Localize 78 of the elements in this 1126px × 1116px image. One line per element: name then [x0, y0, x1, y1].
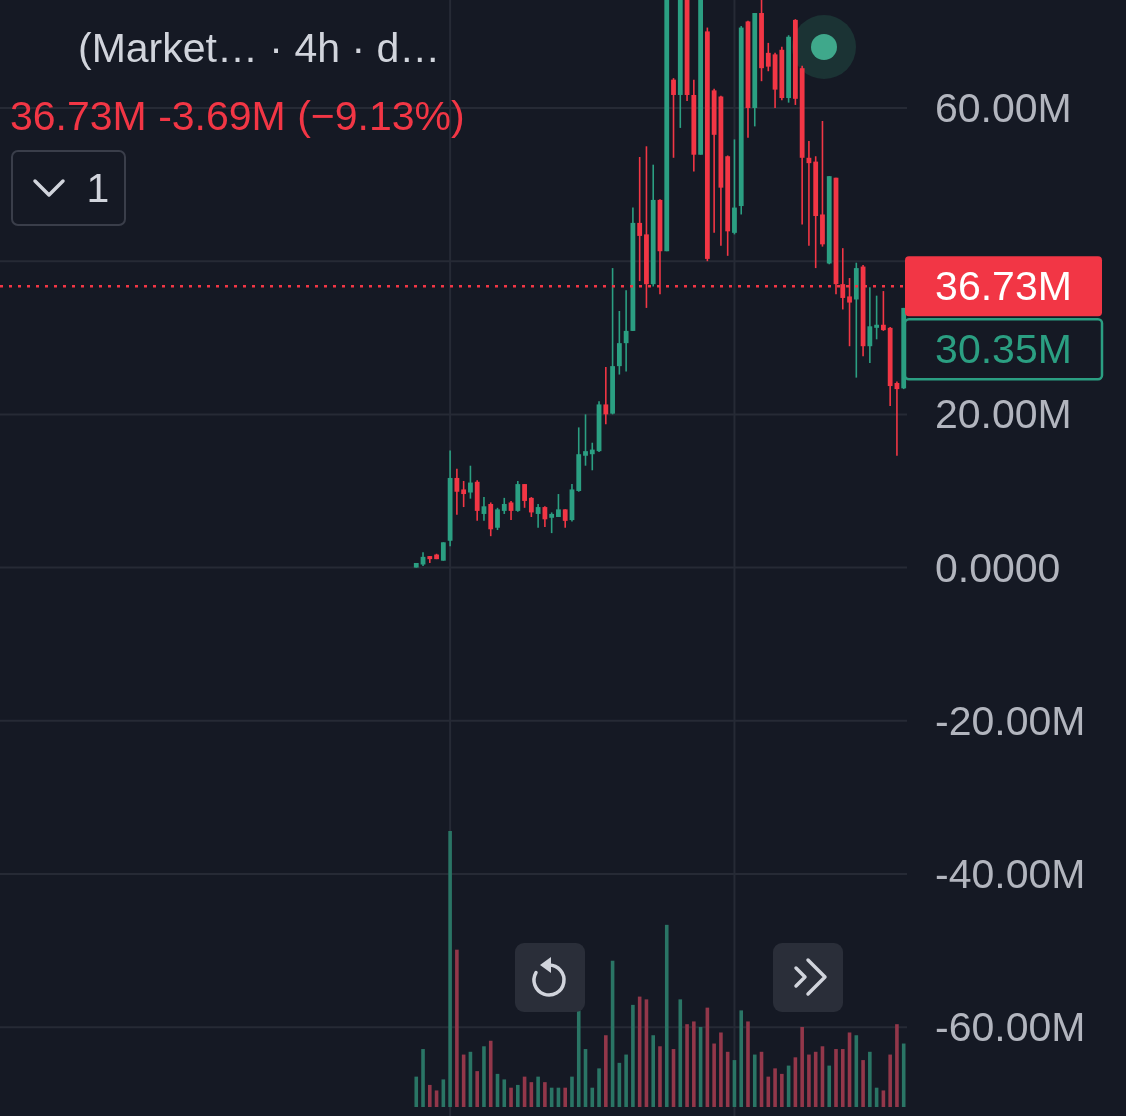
candlestick [583, 413, 588, 467]
candlestick [637, 156, 643, 282]
bar [590, 1087, 595, 1107]
bar [509, 1087, 513, 1107]
bar [901, 1043, 906, 1107]
bar [868, 1051, 872, 1107]
candlestick [461, 480, 467, 508]
candlestick [508, 500, 514, 521]
y-tick-label: 0.0000 [935, 544, 1061, 591]
bar [414, 1076, 419, 1107]
bar [455, 949, 459, 1107]
bar [664, 924, 669, 1107]
bar [895, 1024, 899, 1107]
candlestick [454, 467, 460, 516]
bar [516, 1084, 520, 1107]
bar [800, 1026, 804, 1107]
y-tick-label: 60.00M [935, 85, 1072, 131]
bar [807, 1054, 811, 1107]
bar [712, 1043, 716, 1107]
candlestick [616, 310, 622, 376]
bar [780, 1073, 784, 1107]
bar [482, 1046, 486, 1107]
y-tick-label: 20.00M [935, 391, 1072, 438]
bar [834, 1049, 838, 1107]
candlestick [874, 294, 880, 341]
candlestick [562, 508, 568, 529]
bar [624, 1054, 628, 1107]
bar [570, 1076, 574, 1107]
candlestick [671, 77, 676, 159]
text: (Market… · 4h · d… [78, 25, 441, 71]
dropdown-button: 1 [11, 150, 126, 226]
candlestick [880, 290, 886, 332]
bar [658, 1046, 662, 1107]
bar [692, 1021, 696, 1107]
candlestick [440, 541, 446, 562]
bar [685, 1024, 689, 1107]
bar [631, 1004, 635, 1107]
bar [421, 1049, 425, 1107]
bar [576, 1010, 581, 1107]
bar [651, 1035, 656, 1107]
bar [719, 1032, 723, 1107]
text: 30.35M [935, 326, 1072, 373]
bar [502, 1079, 507, 1107]
bar [448, 831, 452, 1107]
bar [746, 1021, 750, 1107]
candlestick [495, 507, 500, 531]
candlestick [522, 483, 527, 509]
y-tick-label: -20.00M [935, 697, 1086, 744]
bar [840, 1049, 845, 1107]
candlestick [468, 464, 473, 500]
candlestick [603, 366, 609, 426]
ref-line-label: 36.73M [935, 263, 1072, 310]
candlestick [589, 441, 595, 472]
candlestick [765, 42, 771, 73]
candlestick [549, 511, 555, 534]
bar [888, 1054, 892, 1107]
candlestick [867, 286, 873, 364]
bar [563, 1087, 567, 1107]
candlestick [528, 496, 534, 518]
bar [536, 1076, 540, 1107]
bar [597, 1068, 601, 1107]
bar [543, 1082, 547, 1107]
bar [678, 999, 683, 1107]
bar [604, 1035, 608, 1107]
bar [827, 1065, 832, 1107]
y-tick-label: -60.00M [935, 1004, 1086, 1051]
bar [488, 1040, 493, 1107]
bar [773, 1068, 777, 1107]
bar [752, 1054, 757, 1107]
candlestick [623, 289, 629, 373]
candlestick [542, 505, 548, 528]
bar [861, 1060, 865, 1107]
bar [428, 1084, 432, 1107]
text: 36.73M -3.69M (−9.13%) [10, 93, 465, 139]
bar [739, 1010, 744, 1107]
bar [475, 1071, 479, 1107]
candlestick [535, 503, 541, 529]
y-tick-label: -40.00M [935, 850, 1086, 897]
